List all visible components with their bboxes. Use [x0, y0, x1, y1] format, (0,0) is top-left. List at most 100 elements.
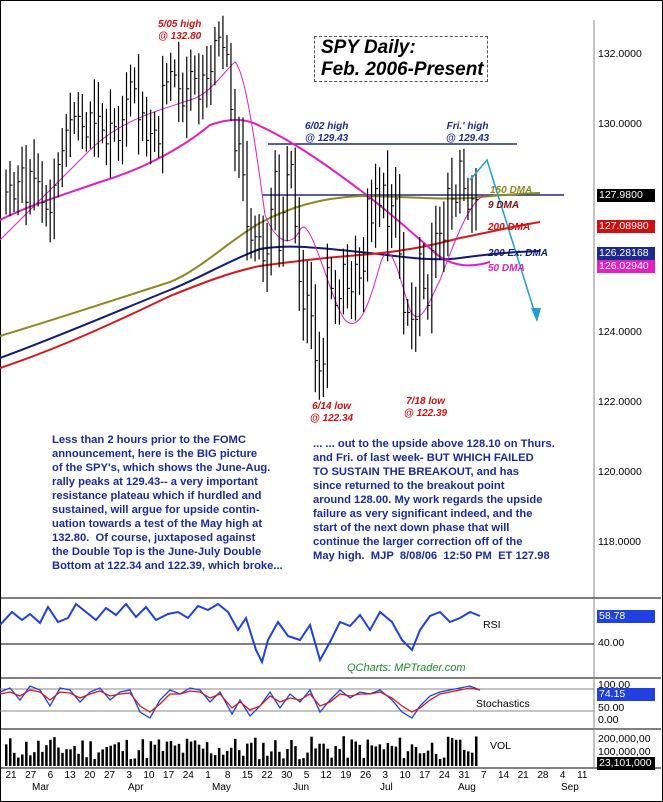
last-price-box: 127.9800: [597, 189, 655, 202]
volume-bar: [290, 739, 293, 766]
volume-bar: [334, 745, 337, 766]
volume-bar: [117, 742, 120, 766]
x-month-label: May: [212, 782, 231, 793]
vol-tick-label: 100,000,00: [598, 746, 651, 758]
volume-bar: [93, 759, 96, 766]
x-tick-label: 11: [577, 770, 588, 781]
volume-bar: [133, 758, 137, 766]
volume-bar: [306, 752, 309, 766]
rsi-tick-label: 40.00: [598, 637, 625, 649]
x-tick-label: 7: [481, 770, 487, 781]
volume-bar: [310, 736, 313, 766]
stoch-tick-label: 50.00: [598, 702, 625, 714]
volume-bar: [45, 745, 48, 766]
volume-bar: [21, 754, 24, 766]
volume-bar: [342, 736, 345, 766]
volume-bar: [221, 754, 225, 766]
x-tick-label: 24: [438, 770, 450, 781]
annotation-june-low: 6/14 low @ 122.34: [310, 401, 354, 424]
volume-bar: [105, 747, 108, 766]
volume-bar: [65, 749, 68, 766]
volume-bar: [430, 742, 434, 766]
volume-bar: [286, 748, 289, 766]
ma-200-ex-line: [0, 245, 541, 359]
volume-bar: [209, 753, 213, 766]
volume-bar: [406, 751, 410, 766]
volume-bar: [69, 749, 72, 766]
volume-bar: [398, 737, 402, 766]
volume-bar: [137, 750, 141, 766]
y-tick-label: 120.0000: [598, 466, 642, 478]
x-tick-label: 17: [419, 770, 431, 781]
volume-bar: [49, 739, 52, 766]
x-tick-label: 1: [205, 770, 211, 781]
volume-bar: [121, 751, 124, 766]
volume-bar: [197, 744, 201, 766]
annotation-fri-high: Fri.' high @ 129.43: [446, 121, 490, 144]
volume-bar: [475, 736, 478, 766]
volume-bar: [426, 750, 430, 766]
vol-tick-label: 200,000,00: [598, 733, 651, 745]
y-tick-label: 132.0000: [598, 48, 642, 60]
volume-bar: [237, 750, 241, 766]
volume-bar: [386, 743, 390, 766]
volume-bar: [258, 759, 261, 766]
volume-bar: [101, 749, 104, 766]
volume-bar: [454, 739, 458, 766]
last-50dma-box: 126.02940: [597, 260, 655, 273]
volume-bar: [53, 737, 56, 766]
annotation-july-low: 7/18 low @ 122.39: [404, 396, 448, 419]
volume-bar: [470, 752, 474, 766]
volume-bar: [262, 742, 265, 766]
forecast-arrow-path: [469, 158, 538, 321]
volume-bar: [338, 749, 341, 766]
x-month-label: Mar: [32, 782, 50, 793]
x-tick-label: 4: [559, 770, 566, 781]
volume-bar: [5, 744, 8, 766]
x-tick-label: 15: [241, 770, 253, 781]
volume-bar: [378, 744, 382, 766]
x-tick-label: 10: [399, 770, 411, 781]
label-200-dma: 200 DMA: [488, 222, 531, 233]
stoch-label: Stochastics: [476, 698, 530, 710]
label-9-dma: 9 DMA: [488, 200, 520, 211]
volume-bar: [81, 740, 84, 766]
annotation-may-high: 5/05 high @ 132.80: [158, 19, 202, 42]
volume-bar: [161, 751, 165, 766]
volume-bar: [177, 743, 181, 766]
x-tick-label: 27: [25, 770, 37, 781]
x-tick-label: 6: [47, 770, 54, 781]
rsi-label: RSI: [483, 619, 501, 631]
volume-bar: [298, 759, 301, 766]
volume-bars: [5, 736, 478, 766]
x-tick-label: 13: [64, 770, 76, 781]
x-tick-label: 21: [517, 770, 529, 781]
volume-bar: [370, 745, 374, 766]
label-50-dma: 50 DMA: [488, 263, 525, 274]
stoch-last-box: 74.15: [597, 688, 655, 701]
x-tick-label: 20: [84, 770, 96, 781]
x-tick-label: 28: [537, 770, 549, 781]
volume-bar: [242, 755, 245, 766]
volume-bar: [418, 753, 422, 766]
x-tick-label: 21: [5, 770, 17, 781]
x-month-label: Sep: [561, 782, 579, 793]
volume-bar: [57, 747, 60, 766]
volume-bar: [254, 737, 257, 766]
ma-9-line: [0, 61, 486, 324]
volume-bar: [89, 741, 92, 766]
volume-bar: [414, 746, 418, 766]
label-200-ex-dma: 200 Ex. DMA: [488, 248, 549, 259]
stoch-d-line: [0, 687, 481, 713]
rsi-line: [0, 602, 481, 665]
y-tick-label: 118.0000: [598, 536, 642, 548]
volume-bar: [113, 744, 116, 766]
volume-bar: [141, 739, 145, 766]
volume-bar: [422, 753, 426, 766]
chart-title-box: SPY Daily: Feb. 2006-Present: [314, 36, 488, 82]
y-tick-label: 124.0000: [598, 326, 642, 338]
volume-bar: [181, 752, 185, 766]
volume-bar: [169, 741, 173, 766]
volume-bar: [450, 738, 454, 766]
